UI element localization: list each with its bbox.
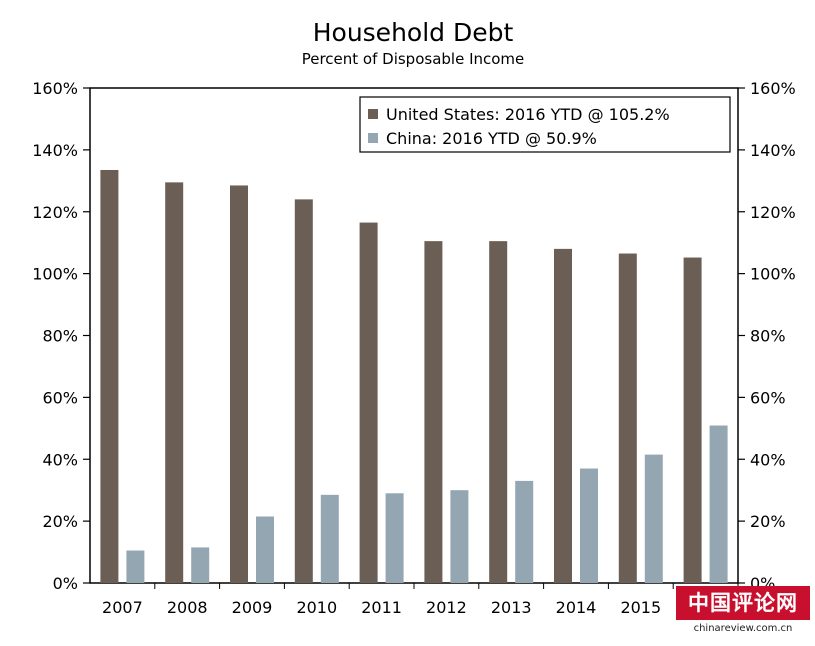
bar-china [450,490,469,583]
x-tick-label: 2012 [426,598,467,617]
y-tick-label-left: 0% [53,574,78,593]
y-tick-label-left: 20% [42,512,78,531]
x-tick-label: 2007 [102,598,143,617]
x-tick-label: 2014 [556,598,597,617]
y-tick-label-right: 20% [750,512,786,531]
watermark-logo: 中国评论网 chinareview.com.cn [676,586,810,638]
watermark-text: 中国评论网 [676,586,810,620]
y-tick-label-right: 120% [750,203,796,222]
watermark-url: chinareview.com.cn [693,623,793,634]
x-tick-label: 2011 [361,598,402,617]
x-tick-label: 2015 [620,598,661,617]
x-tick-label: 2013 [491,598,532,617]
y-tick-label-left: 140% [32,141,78,160]
legend-label: United States: 2016 YTD @ 105.2% [386,105,670,124]
legend-label: China: 2016 YTD @ 50.9% [386,129,597,148]
x-tick-label: 2008 [167,598,208,617]
legend-swatch [368,109,378,119]
bar-china [126,550,145,583]
y-tick-label-left: 60% [42,388,78,407]
bar-united-states [359,222,378,583]
y-tick-label-right: 100% [750,265,796,284]
bar-united-states [100,169,119,583]
bar-united-states [618,253,637,583]
y-tick-label-left: 160% [32,79,78,98]
bar-china [256,516,274,583]
bar-china [580,468,598,583]
y-tick-label-right: 80% [750,327,786,346]
bar-china [644,454,663,583]
x-tick-label: 2009 [232,598,273,617]
chart-title: Household Debt [313,18,514,47]
chart-subtitle: Percent of Disposable Income [302,50,525,68]
y-tick-label-left: 80% [42,327,78,346]
bar-china [191,547,210,583]
legend-box [359,96,731,153]
bar-united-states [294,199,313,583]
y-tick-label-left: 40% [42,450,78,469]
plot-frame [89,87,739,584]
bar-united-states [230,185,248,583]
x-tick-label: 2010 [296,598,337,617]
y-tick-label-left: 100% [32,265,78,284]
bar-china [709,425,728,583]
legend-swatch [368,133,378,143]
bar-united-states [554,248,572,583]
bar-china [385,493,404,583]
bar-china [515,480,534,583]
y-tick-label-right: 60% [750,388,786,407]
bar-united-states [489,241,508,583]
bar-united-states [683,257,702,583]
y-tick-label-right: 160% [750,79,796,98]
bar-china [320,494,339,583]
bar-united-states [424,241,443,583]
y-tick-label-right: 40% [750,450,786,469]
y-tick-label-right: 140% [750,141,796,160]
bar-united-states [165,182,184,583]
y-tick-label-left: 120% [32,203,78,222]
